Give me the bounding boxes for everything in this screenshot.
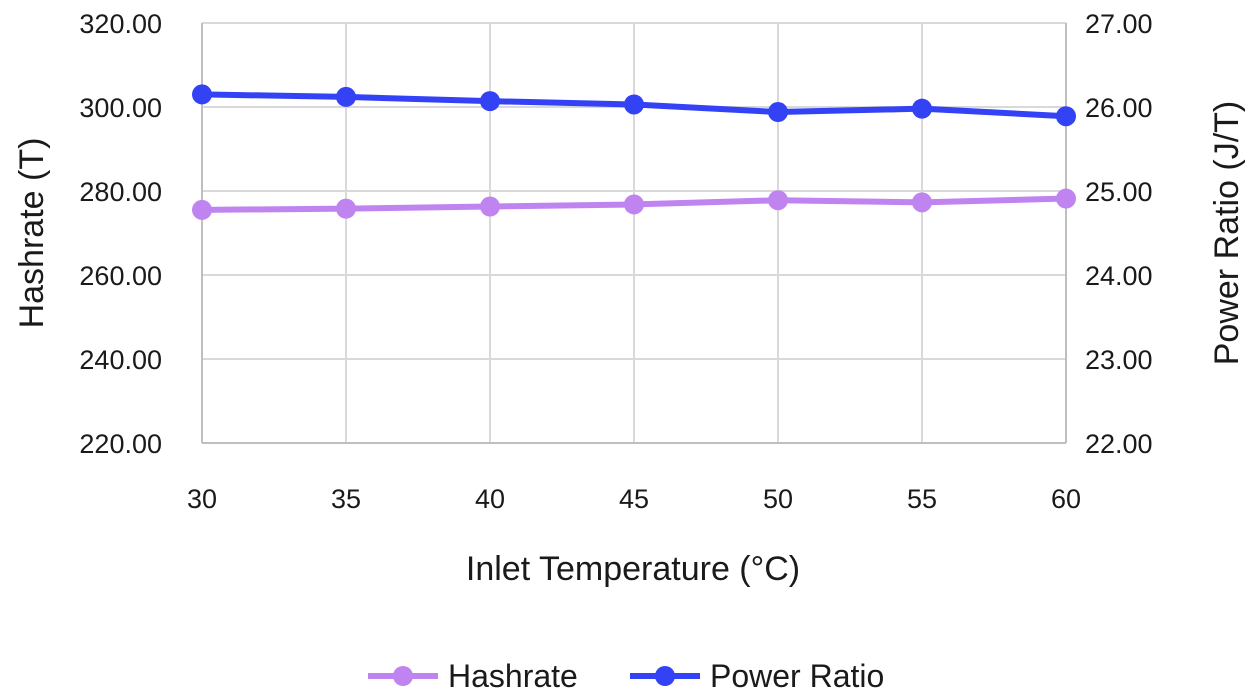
x-tick-label: 30 [187,484,217,514]
legend-label: Power Ratio [710,658,884,694]
y-tick-label: 320.00 [79,9,162,39]
data-point [480,91,500,112]
legend-entry: Hashrate [368,658,578,694]
gridlines [202,22,1066,443]
left-axis-ticks: 220.00 240.00 260.00 280.00 300.00 320.00 [79,9,162,459]
y-tick-label: 240.00 [79,345,162,375]
data-point [336,86,356,107]
data-point [192,84,212,105]
y2-tick-label: 27.00 [1085,9,1153,39]
data-point [768,102,788,123]
legend-swatch-marker [655,666,675,686]
x-tick-label: 50 [763,484,793,514]
x-axis-title: Inlet Temperature (°C) [466,550,800,588]
data-point [1056,188,1076,209]
data-point [768,190,788,211]
y2-axis-title: Power Ratio (J/T) [1208,101,1246,366]
legend-label: Hashrate [448,658,578,694]
series-layer [192,84,1076,220]
legend: Hashrate Power Ratio [368,658,884,694]
data-point [192,199,212,220]
legend-entry: Power Ratio [630,658,884,694]
y2-tick-label: 25.00 [1085,177,1153,207]
data-point [336,198,356,219]
y-tick-label: 300.00 [79,93,162,123]
x-tick-label: 55 [907,484,937,514]
x-axis-ticks: 30 35 40 45 50 55 60 [187,484,1081,514]
y-tick-label: 280.00 [79,177,162,207]
y-tick-label: 260.00 [79,261,162,291]
y2-tick-label: 23.00 [1085,345,1153,375]
y2-tick-label: 24.00 [1085,261,1153,291]
x-tick-label: 60 [1051,484,1081,514]
y-tick-label: 220.00 [79,429,162,459]
data-point [912,192,932,213]
right-axis-ticks: 22.00 23.00 24.00 25.00 26.00 27.00 [1085,9,1153,459]
x-tick-label: 35 [331,484,361,514]
data-point [912,98,932,119]
y-axis-title: Hashrate (T) [13,138,51,329]
x-tick-label: 45 [619,484,649,514]
data-point [624,194,644,215]
x-tick-label: 40 [475,484,505,514]
y2-tick-label: 26.00 [1085,93,1153,123]
data-point [624,94,644,115]
data-point [1056,106,1076,127]
data-point [480,196,500,217]
y2-tick-label: 22.00 [1085,429,1153,459]
legend-swatch-marker [393,666,413,686]
